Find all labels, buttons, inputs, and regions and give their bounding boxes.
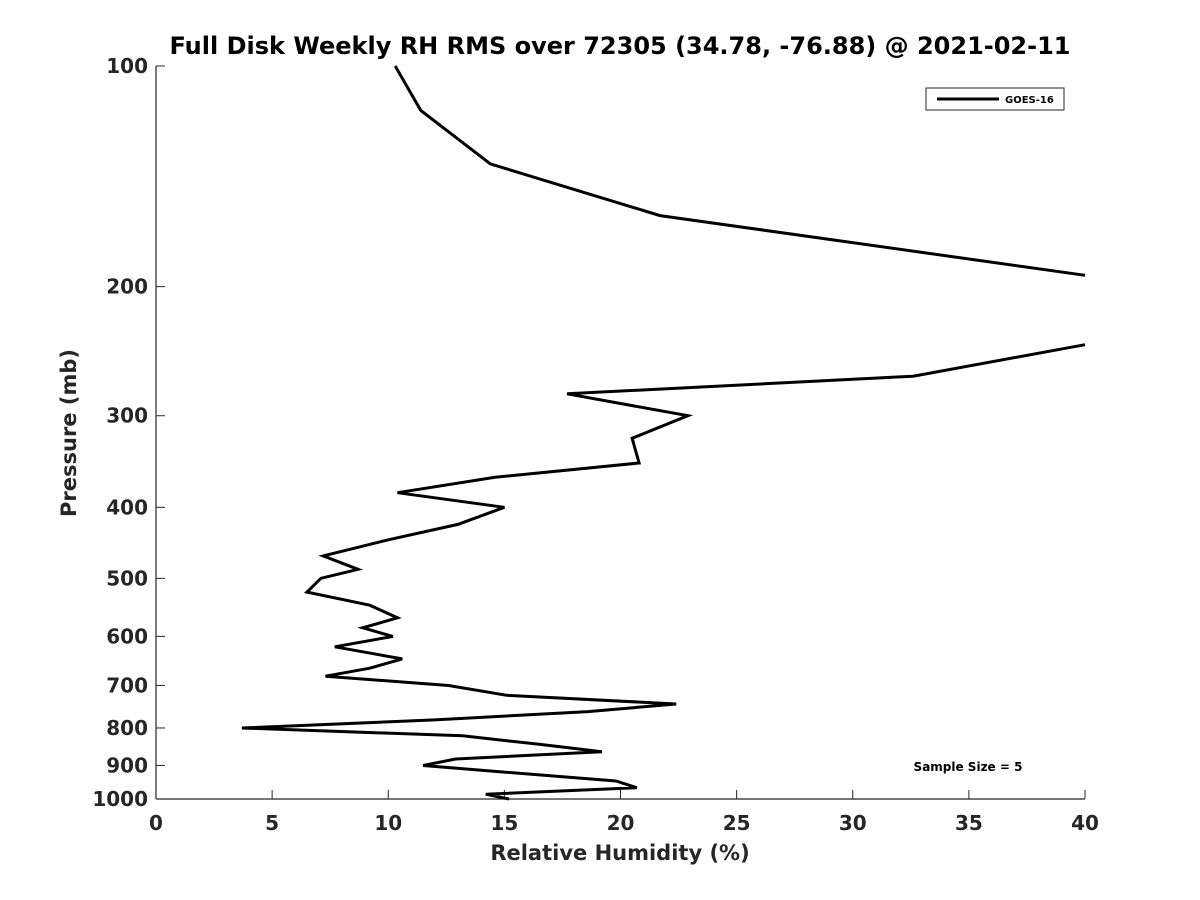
x-tick-label: 30 — [839, 811, 867, 835]
x-tick-label: 20 — [607, 811, 635, 835]
y-tick-label: 900 — [106, 753, 148, 777]
y-tick-label: 500 — [106, 566, 148, 590]
y-tick-label: 400 — [106, 495, 148, 519]
y-axis-label: Pressure (mb) — [57, 349, 81, 517]
y-tick-label: 800 — [106, 716, 148, 740]
series-line-segment — [241, 343, 1086, 801]
y-tick-label: 700 — [106, 673, 148, 697]
y-tick-label: 100 — [106, 54, 148, 78]
x-tick-label: 10 — [374, 811, 402, 835]
x-tick-label: 35 — [955, 811, 983, 835]
x-tick-label: 15 — [490, 811, 518, 835]
axes: 0 5 10 15 20 25 30 35 40 100 200 300 400 500 600 700 800… — [92, 54, 1099, 835]
y-tick-label: 300 — [106, 404, 148, 428]
y-tick-label: 1000 — [92, 787, 148, 811]
sample-size-annotation: Sample Size = 5 — [914, 760, 1023, 774]
x-tick-label: 40 — [1071, 811, 1099, 835]
series-line-segment — [393, 65, 1086, 277]
x-tick-label: 0 — [149, 811, 163, 835]
x-tick-label: 5 — [265, 811, 279, 835]
y-tick-label: 200 — [106, 275, 148, 299]
x-axis-label: Relative Humidity (%) — [490, 841, 749, 865]
legend-entry-label: GOES-16 — [1005, 95, 1054, 106]
y-tick-label: 600 — [106, 624, 148, 648]
chart-title: Full Disk Weekly RH RMS over 72305 (34.7… — [169, 32, 1070, 60]
legend: GOES-16 — [925, 87, 1065, 111]
x-tick-label: 25 — [723, 811, 751, 835]
series-group — [241, 65, 1086, 801]
